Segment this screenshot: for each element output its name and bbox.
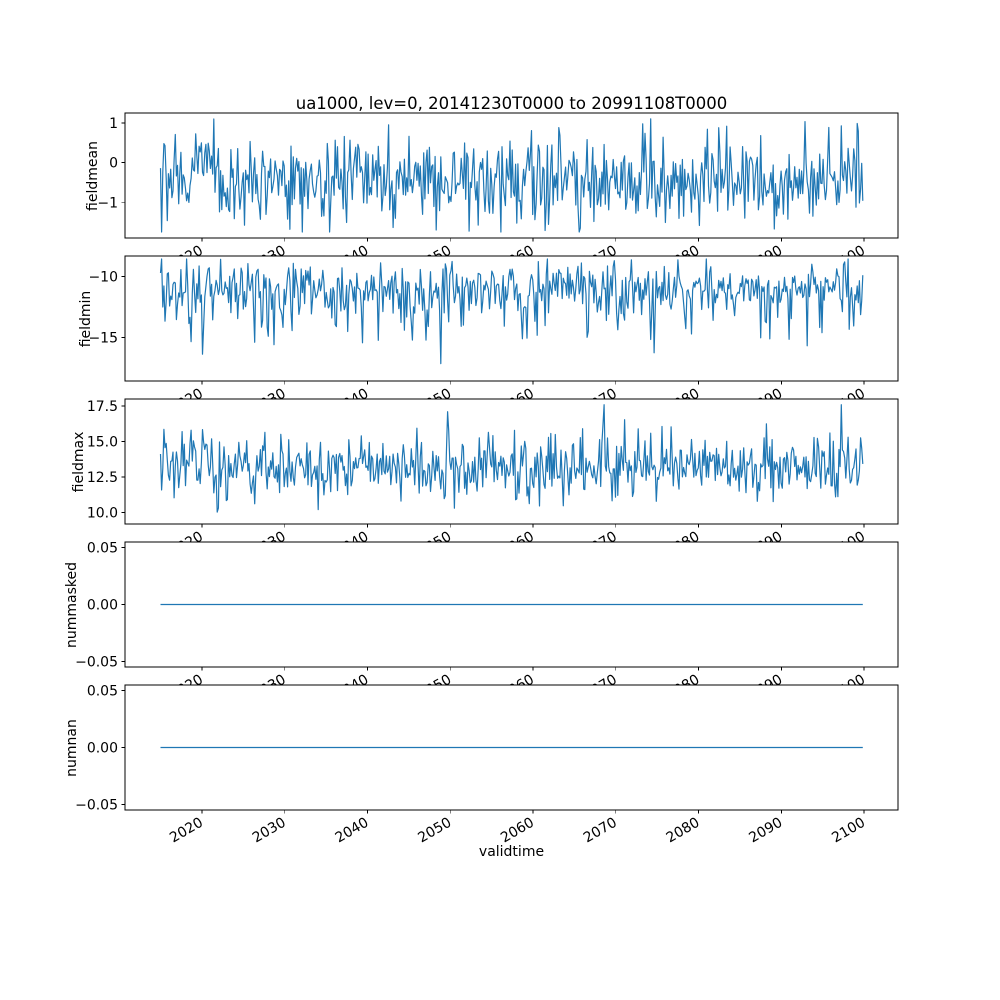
x-tick-label: 2100: [829, 815, 868, 847]
y-tick-label: −15: [88, 330, 118, 346]
y-tick-label: 15.0: [87, 435, 118, 451]
y-tick-label: 0.05: [87, 684, 118, 700]
y-tick-label: −1: [97, 195, 118, 211]
subplot-fieldmean: 10−1202020302040205020602070208020902100: [97, 112, 899, 274]
y-tick-label: 17.5: [87, 399, 118, 415]
figure-title: ua1000, lev=0, 20141230T0000 to 20991108…: [295, 94, 728, 113]
x-tick-label: 2070: [581, 815, 620, 847]
x-tick-label: 2030: [250, 815, 289, 847]
y-axis-label-numnan: numnan: [64, 718, 80, 777]
x-tick-label: 2020: [167, 815, 206, 847]
y-axis-label-fieldmin: fieldmin: [78, 290, 94, 347]
subplot-fieldmax: 17.515.012.510.0202020302040205020602070…: [87, 398, 899, 560]
y-tick-label: 10.0: [87, 506, 118, 522]
x-tick-label: 2050: [415, 815, 454, 847]
series-line-fieldmean: [159, 118, 864, 233]
y-tick-label: 1: [109, 116, 118, 132]
y-axis-label-nummasked: nummasked: [64, 561, 80, 648]
y-tick-label: −10: [88, 270, 118, 286]
y-tick-label: 0.00: [87, 741, 118, 757]
y-tick-label: 0: [109, 156, 118, 172]
y-tick-label: 12.5: [87, 470, 118, 486]
x-tick-label: 2060: [498, 815, 537, 847]
subplot-fieldmin: −10−152020203020402050206020702080209021…: [88, 255, 899, 417]
x-tick-label: 2040: [333, 815, 372, 847]
x-axis-label: validtime: [478, 844, 545, 860]
y-axis-label-fieldmean: fieldmean: [85, 140, 101, 211]
y-tick-label: −0.05: [75, 797, 118, 813]
series-line-fieldmax: [159, 404, 864, 513]
y-tick-label: 0.00: [87, 598, 118, 614]
y-tick-label: 0.05: [87, 541, 118, 557]
series-line-fieldmin: [159, 258, 864, 365]
subplot-numnan: 0.05 0.00 −0.05 2020 2030 2040 2050 2060 2070 208…: [75, 684, 899, 847]
y-axis-label-fieldmax: fieldmax: [71, 431, 87, 492]
x-tick-label: 2090: [746, 815, 785, 847]
x-tick-label: 2080: [664, 815, 703, 847]
y-tick-label: −0.05: [75, 654, 118, 670]
subplot-nummasked: 0.050.00−0.05202020302040205020602070208…: [75, 541, 899, 703]
